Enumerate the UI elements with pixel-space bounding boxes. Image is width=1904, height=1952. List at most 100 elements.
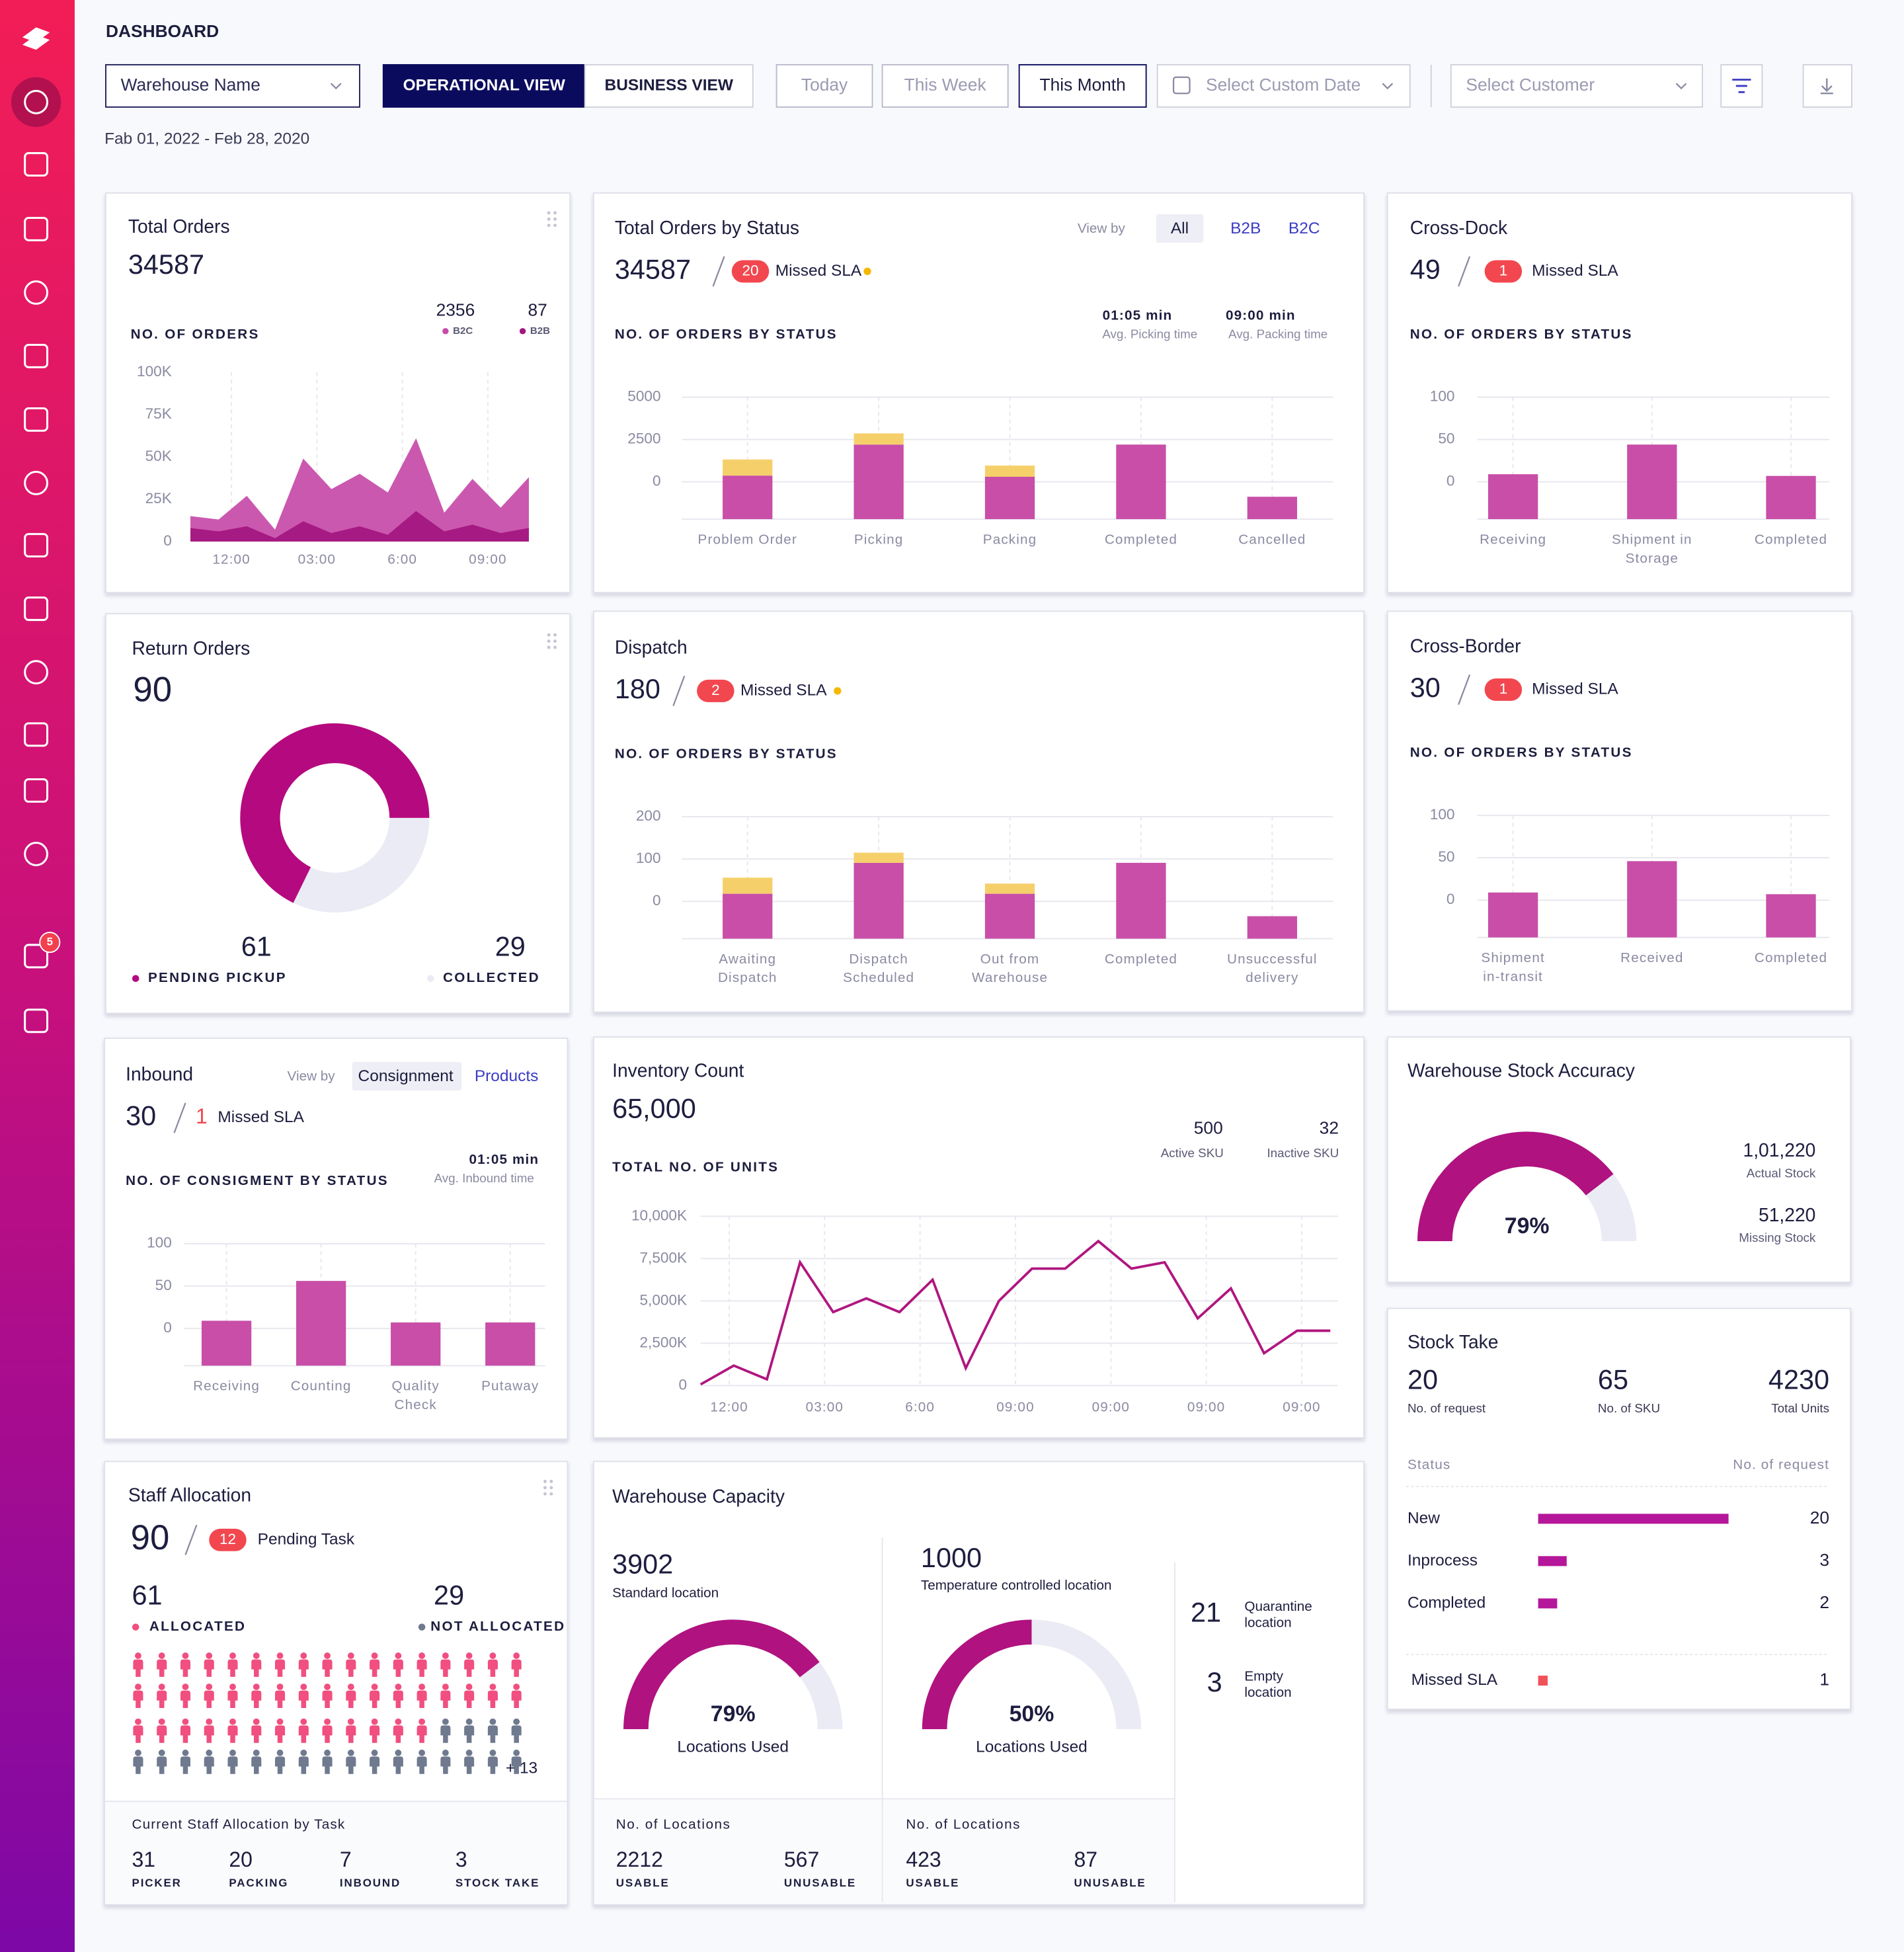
nav-icon[interactable] — [24, 407, 49, 432]
period-button-label[interactable]: Today — [801, 75, 848, 95]
period-button-label[interactable]: This Month — [1039, 75, 1125, 95]
nav-icon[interactable] — [24, 722, 49, 747]
card-title: Staff Allocation — [128, 1484, 251, 1505]
card-value: 49 — [1410, 254, 1441, 284]
view-by-label: View by — [288, 1069, 336, 1084]
nav-icon[interactable] — [24, 89, 49, 114]
status-label: Inprocess — [1408, 1551, 1478, 1569]
x-tick-label: Dispatch — [849, 952, 908, 967]
period-button[interactable] — [775, 63, 873, 108]
nav-icon[interactable] — [24, 596, 49, 622]
task-value: 31 — [132, 1848, 156, 1871]
hbar — [1538, 1514, 1729, 1524]
nav-icon[interactable] — [24, 778, 49, 803]
bar — [1488, 474, 1538, 520]
location-value: 2212 — [616, 1848, 663, 1871]
x-tick-label: 03:00 — [806, 1400, 844, 1415]
stat-value: 51,220 — [1759, 1204, 1815, 1225]
person-icon-body — [346, 1756, 356, 1774]
drag-handle — [553, 224, 557, 227]
x-tick-label: Shipment — [1481, 950, 1544, 965]
separator-slash — [712, 256, 725, 287]
legend-value: 87 — [528, 300, 547, 320]
nav-icon[interactable] — [24, 944, 49, 969]
person-icon-body — [511, 1659, 522, 1677]
person-icon-head — [465, 1749, 473, 1756]
person-icon-body — [133, 1725, 143, 1743]
warehouse-select[interactable] — [105, 63, 360, 108]
view-toggle[interactable] — [584, 63, 754, 108]
drag-handle — [549, 1492, 553, 1496]
nav-icon[interactable] — [24, 842, 49, 866]
more-count: + 13 — [506, 1760, 537, 1777]
custom-date-select[interactable] — [1156, 63, 1411, 108]
drag-handle — [549, 1479, 553, 1483]
nav-icon[interactable] — [24, 280, 49, 305]
nav-icon[interactable] — [24, 343, 49, 368]
badge — [1484, 260, 1523, 283]
card — [104, 1037, 569, 1440]
x-tick-label: Shipment in — [1612, 532, 1692, 548]
customer-select[interactable] — [1450, 63, 1703, 108]
person-icon-head — [158, 1749, 165, 1756]
person-icon-body — [346, 1690, 356, 1708]
person-icon-head — [489, 1749, 496, 1756]
filter-option[interactable]: Consignment — [358, 1067, 454, 1085]
view-toggle-label[interactable]: OPERATIONAL VIEW — [403, 76, 566, 94]
donut-segment — [293, 817, 430, 913]
nav-icon[interactable] — [24, 660, 49, 685]
nav-icon[interactable] — [24, 216, 49, 241]
y-tick-label: 50 — [1438, 430, 1454, 447]
drag-handle — [543, 1492, 547, 1496]
person-icon-body — [416, 1690, 427, 1708]
person-icon-body — [511, 1756, 522, 1774]
y-tick-label: 0 — [163, 1319, 172, 1336]
task-label: PICKER — [132, 1877, 182, 1889]
person-icon-head — [465, 1718, 473, 1725]
nav-icon[interactable] — [24, 152, 49, 177]
nav-icon[interactable] — [24, 533, 49, 558]
bar — [391, 1322, 441, 1366]
person-icon-head — [395, 1652, 402, 1659]
gauge-caption: Locations Used — [677, 1738, 789, 1756]
nav-icon[interactable] — [24, 471, 49, 495]
gauge-caption: Locations Used — [976, 1738, 1088, 1756]
person-icon-head — [182, 1718, 189, 1725]
filter-option[interactable]: B2C — [1289, 220, 1320, 237]
person-icon-body — [227, 1690, 238, 1708]
logo — [22, 27, 50, 50]
filter-option[interactable]: B2B — [1230, 220, 1261, 237]
filter-active-bg — [352, 1061, 462, 1091]
drag-handle — [547, 211, 551, 215]
task-value: 7 — [340, 1848, 352, 1871]
period-button[interactable] — [881, 63, 1009, 108]
y-tick-label: 50 — [155, 1277, 172, 1293]
zone-value: 1000 — [921, 1543, 982, 1573]
person-icon-body — [416, 1725, 427, 1743]
location-value: 567 — [784, 1848, 819, 1871]
separator-slash — [1458, 674, 1471, 705]
y-tick-label: 2500 — [627, 430, 660, 447]
x-tick-label: Warehouse — [972, 970, 1048, 985]
x-tick-label: Problem Order — [698, 532, 797, 548]
person-icon-head — [206, 1749, 213, 1756]
person-icon-body — [440, 1690, 451, 1708]
legend-dot — [427, 975, 434, 983]
y-tick-label: 100 — [1430, 388, 1455, 405]
y-tick-label: 25K — [145, 490, 172, 507]
period-button[interactable] — [1018, 63, 1147, 108]
person-icon-head — [442, 1684, 449, 1690]
task-value: 3 — [456, 1848, 467, 1871]
period-button-label[interactable]: This Week — [904, 75, 987, 95]
view-toggle-label[interactable]: BUSINESS VIEW — [605, 76, 734, 94]
filter-option[interactable]: All — [1171, 220, 1189, 237]
custom-date-label: Select Custom Date — [1206, 75, 1361, 95]
x-tick-label: Dispatch — [718, 970, 777, 985]
person-icon-body — [204, 1756, 214, 1774]
nav-icon[interactable] — [24, 1008, 49, 1034]
filter-option[interactable]: Products — [475, 1067, 539, 1085]
x-tick-label: Picking — [854, 532, 904, 548]
gauge-value — [1417, 1131, 1614, 1242]
y-tick-label: 7,500K — [640, 1249, 688, 1266]
person-icon-head — [158, 1684, 165, 1690]
